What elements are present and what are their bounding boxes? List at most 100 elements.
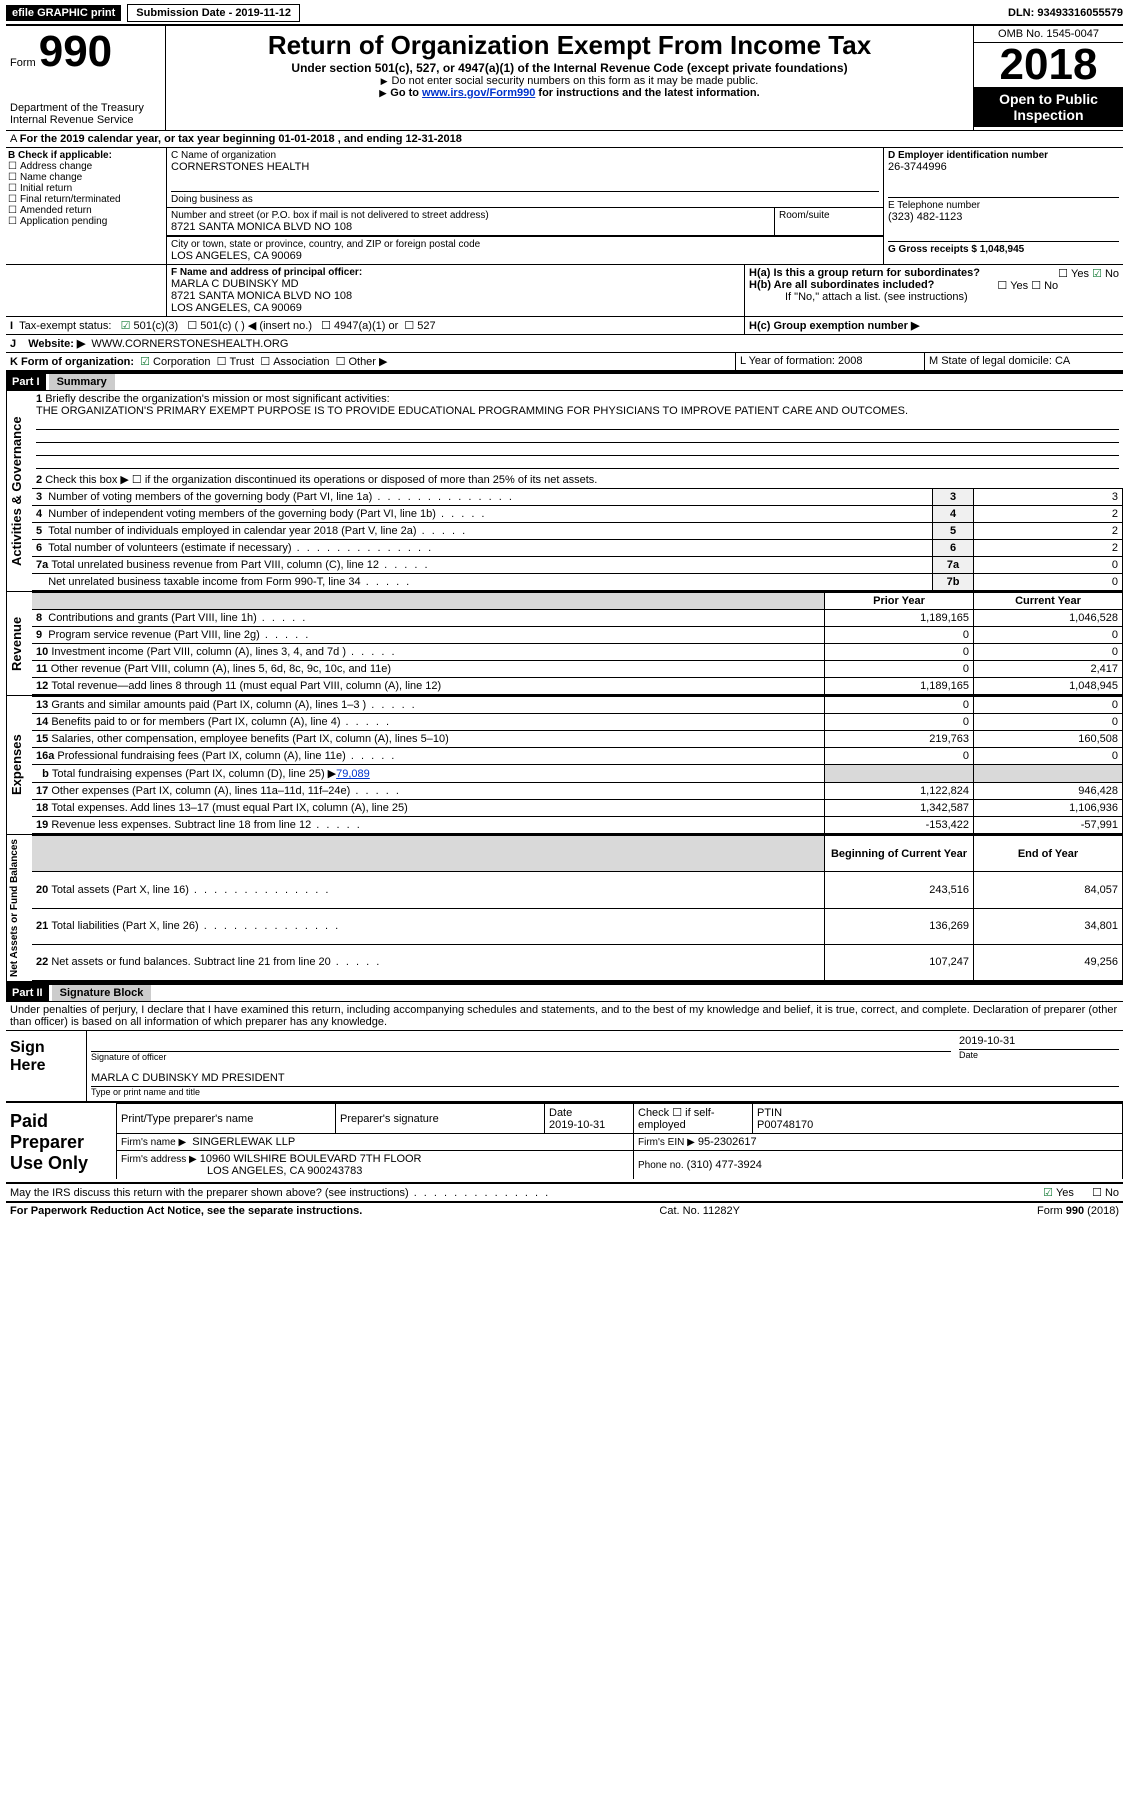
paid-preparer-block: Paid Preparer Use Only Print/Type prepar… — [6, 1103, 1123, 1184]
chk-application-pending[interactable]: Application pending — [8, 216, 164, 227]
hb-no[interactable]: No — [1031, 280, 1058, 292]
ha-no[interactable]: No — [1092, 268, 1119, 280]
chk-final-return[interactable]: Final return/terminated — [8, 194, 164, 205]
hb-label: H(b) Are all subordinates included? — [749, 279, 934, 291]
exp-16a-p: 0 — [825, 748, 974, 765]
foot-l: For Paperwork Reduction Act Notice, see … — [10, 1205, 362, 1217]
f-cell: F Name and address of principal officer:… — [166, 265, 744, 316]
discuss-no[interactable]: No — [1092, 1186, 1119, 1199]
ag-3-v: 3 — [974, 489, 1123, 506]
exp-16a-t: Professional fundraising fees (Part IX, … — [57, 750, 396, 762]
form-header: Form 990 Department of the Treasury Inte… — [6, 26, 1123, 131]
chk-corp[interactable]: Corporation — [140, 356, 210, 368]
d-value: 26-3744996 — [888, 161, 1119, 173]
top-bar: efile GRAPHIC print Submission Date - 20… — [6, 4, 1123, 26]
net-21-p: 136,269 — [825, 908, 974, 944]
submission-date-button[interactable]: Submission Date - 2019-11-12 — [127, 4, 300, 22]
room-label: Room/suite — [779, 210, 879, 221]
chk-4947[interactable]: 4947(a)(1) or — [321, 320, 398, 332]
f-label: F Name and address of principal officer: — [171, 267, 740, 278]
exp-15-c: 160,508 — [974, 731, 1123, 748]
dept-treasury: Department of the Treasury — [10, 102, 161, 114]
net-22-t: Net assets or fund balances. Subtract li… — [51, 956, 381, 968]
q1-text: THE ORGANIZATION'S PRIMARY EXEMPT PURPOS… — [36, 405, 908, 417]
b-checkboxes: B Check if applicable: Address change Na… — [6, 148, 166, 264]
efile-print-button[interactable]: efile GRAPHIC print — [6, 5, 121, 21]
sig-name-title: MARLA C DUBINSKY MD PRESIDENT — [91, 1072, 1119, 1084]
l-cell: L Year of formation: 2008 — [735, 353, 924, 370]
b-label: B Check if applicable: — [8, 150, 164, 161]
h-ptin: PTINP00748170 — [753, 1104, 1123, 1134]
ag-5-v: 2 — [974, 523, 1123, 540]
chk-name-change[interactable]: Name change — [8, 172, 164, 183]
chk-527[interactable]: 527 — [404, 320, 435, 332]
revenue-section: Revenue Prior YearCurrent Year 8 Contrib… — [6, 592, 1123, 696]
h-sig: Preparer's signature — [336, 1104, 545, 1134]
ag-4-v: 2 — [974, 506, 1123, 523]
rev-10-t: Investment income (Part VIII, column (A)… — [51, 646, 396, 658]
chk-501c[interactable]: 501(c) ( ) ◀ (insert no.) — [187, 320, 312, 332]
i-cell: I Tax-exempt status: 501(c)(3) 501(c) ( … — [6, 317, 744, 334]
foot-r: Form 990 (2018) — [1037, 1205, 1119, 1217]
firm-addr1: 10960 WILSHIRE BOULEVARD 7TH FLOOR — [200, 1153, 422, 1165]
discuss-text: May the IRS discuss this return with the… — [10, 1187, 550, 1199]
f-name: MARLA C DUBINSKY MD — [171, 278, 740, 290]
ha-yes[interactable]: Yes — [1058, 268, 1089, 280]
vert-net: Net Assets or Fund Balances — [6, 835, 31, 981]
city-label: City or town, state or province, country… — [171, 239, 879, 250]
k-cell: K Form of organization: Corporation Trus… — [6, 353, 735, 370]
ag-6-t: Total number of volunteers (estimate if … — [48, 542, 433, 554]
header-right: OMB No. 1545-0047 2018 Open to Public In… — [973, 26, 1123, 130]
tax-year: 2018 — [974, 43, 1123, 87]
c-name-label: C Name of organization — [171, 150, 879, 161]
chk-initial-return[interactable]: Initial return — [8, 183, 164, 194]
sign-here-block: Sign Here Signature of officer 2019-10-3… — [6, 1030, 1123, 1103]
spacer-left — [6, 265, 166, 316]
section-b-c-d: B Check if applicable: Address change Na… — [6, 148, 1123, 265]
net-20-t: Total assets (Part X, line 16) — [51, 884, 330, 896]
exp-17-c: 946,428 — [974, 783, 1123, 800]
chk-assoc[interactable]: Association — [260, 356, 329, 368]
ag-7a-v: 0 — [974, 557, 1123, 574]
rev-8-c: 1,046,528 — [974, 610, 1123, 627]
firm-addr2: LOS ANGELES, CA 900243783 — [121, 1165, 362, 1177]
firm-name-l: Firm's name ▶ — [121, 1137, 186, 1148]
note-ssn: Do not enter social security numbers on … — [170, 75, 969, 87]
rev-11-p: 0 — [825, 661, 974, 678]
i-label: Tax-exempt status: — [19, 320, 111, 332]
exp-16b-p — [825, 765, 974, 783]
exp-16b-c — [974, 765, 1123, 783]
hb-yes[interactable]: Yes — [997, 280, 1028, 292]
chk-amended-return[interactable]: Amended return — [8, 205, 164, 216]
ag-4-t: Number of independent voting members of … — [48, 508, 486, 520]
h-date: Date2019-10-31 — [545, 1104, 634, 1134]
exp-15-t: Salaries, other compensation, employee b… — [51, 733, 448, 745]
header-mid: Return of Organization Exempt From Incom… — [166, 26, 973, 130]
part-1-title: Summary — [49, 374, 115, 390]
net-table: Beginning of Current YearEnd of Year 20 … — [32, 835, 1123, 981]
chk-other[interactable]: Other ▶ — [336, 356, 388, 368]
section-c-mid: C Name of organization CORNERSTONES HEAL… — [166, 148, 883, 264]
chk-address-change[interactable]: Address change — [8, 161, 164, 172]
exp-19-t: Revenue less expenses. Subtract line 18 … — [51, 819, 361, 831]
form-subtitle: Under section 501(c), 527, or 4947(a)(1)… — [170, 61, 969, 75]
j-value: WWW.CORNERSTONESHEALTH.ORG — [91, 338, 288, 350]
discuss-yes[interactable]: Yes — [1043, 1186, 1074, 1199]
e-value: (323) 482-1123 — [888, 211, 1119, 223]
part-1-label: Part I — [6, 374, 46, 390]
ag-6-box: 6 — [933, 540, 974, 557]
hc-label: H(c) Group exemption number ▶ — [749, 320, 919, 332]
city-cell: City or town, state or province, country… — [166, 236, 883, 264]
phone-v: (310) 477-3924 — [687, 1159, 762, 1171]
chk-trust[interactable]: Trust — [217, 356, 255, 368]
ag-7a-t: Total unrelated business revenue from Pa… — [51, 559, 429, 571]
rev-9-p: 0 — [825, 627, 974, 644]
chk-501c3[interactable]: 501(c)(3) — [121, 320, 179, 332]
rev-11-c: 2,417 — [974, 661, 1123, 678]
dba-label: Doing business as — [171, 194, 879, 205]
col-prior: Prior Year — [825, 593, 974, 610]
sig-date-val: 2019-10-31 — [959, 1035, 1119, 1047]
row-a-text: For the 2019 calendar year, or tax year … — [20, 133, 462, 145]
irs-link[interactable]: www.irs.gov/Form990 — [422, 87, 535, 99]
net-20-p: 243,516 — [825, 872, 974, 908]
